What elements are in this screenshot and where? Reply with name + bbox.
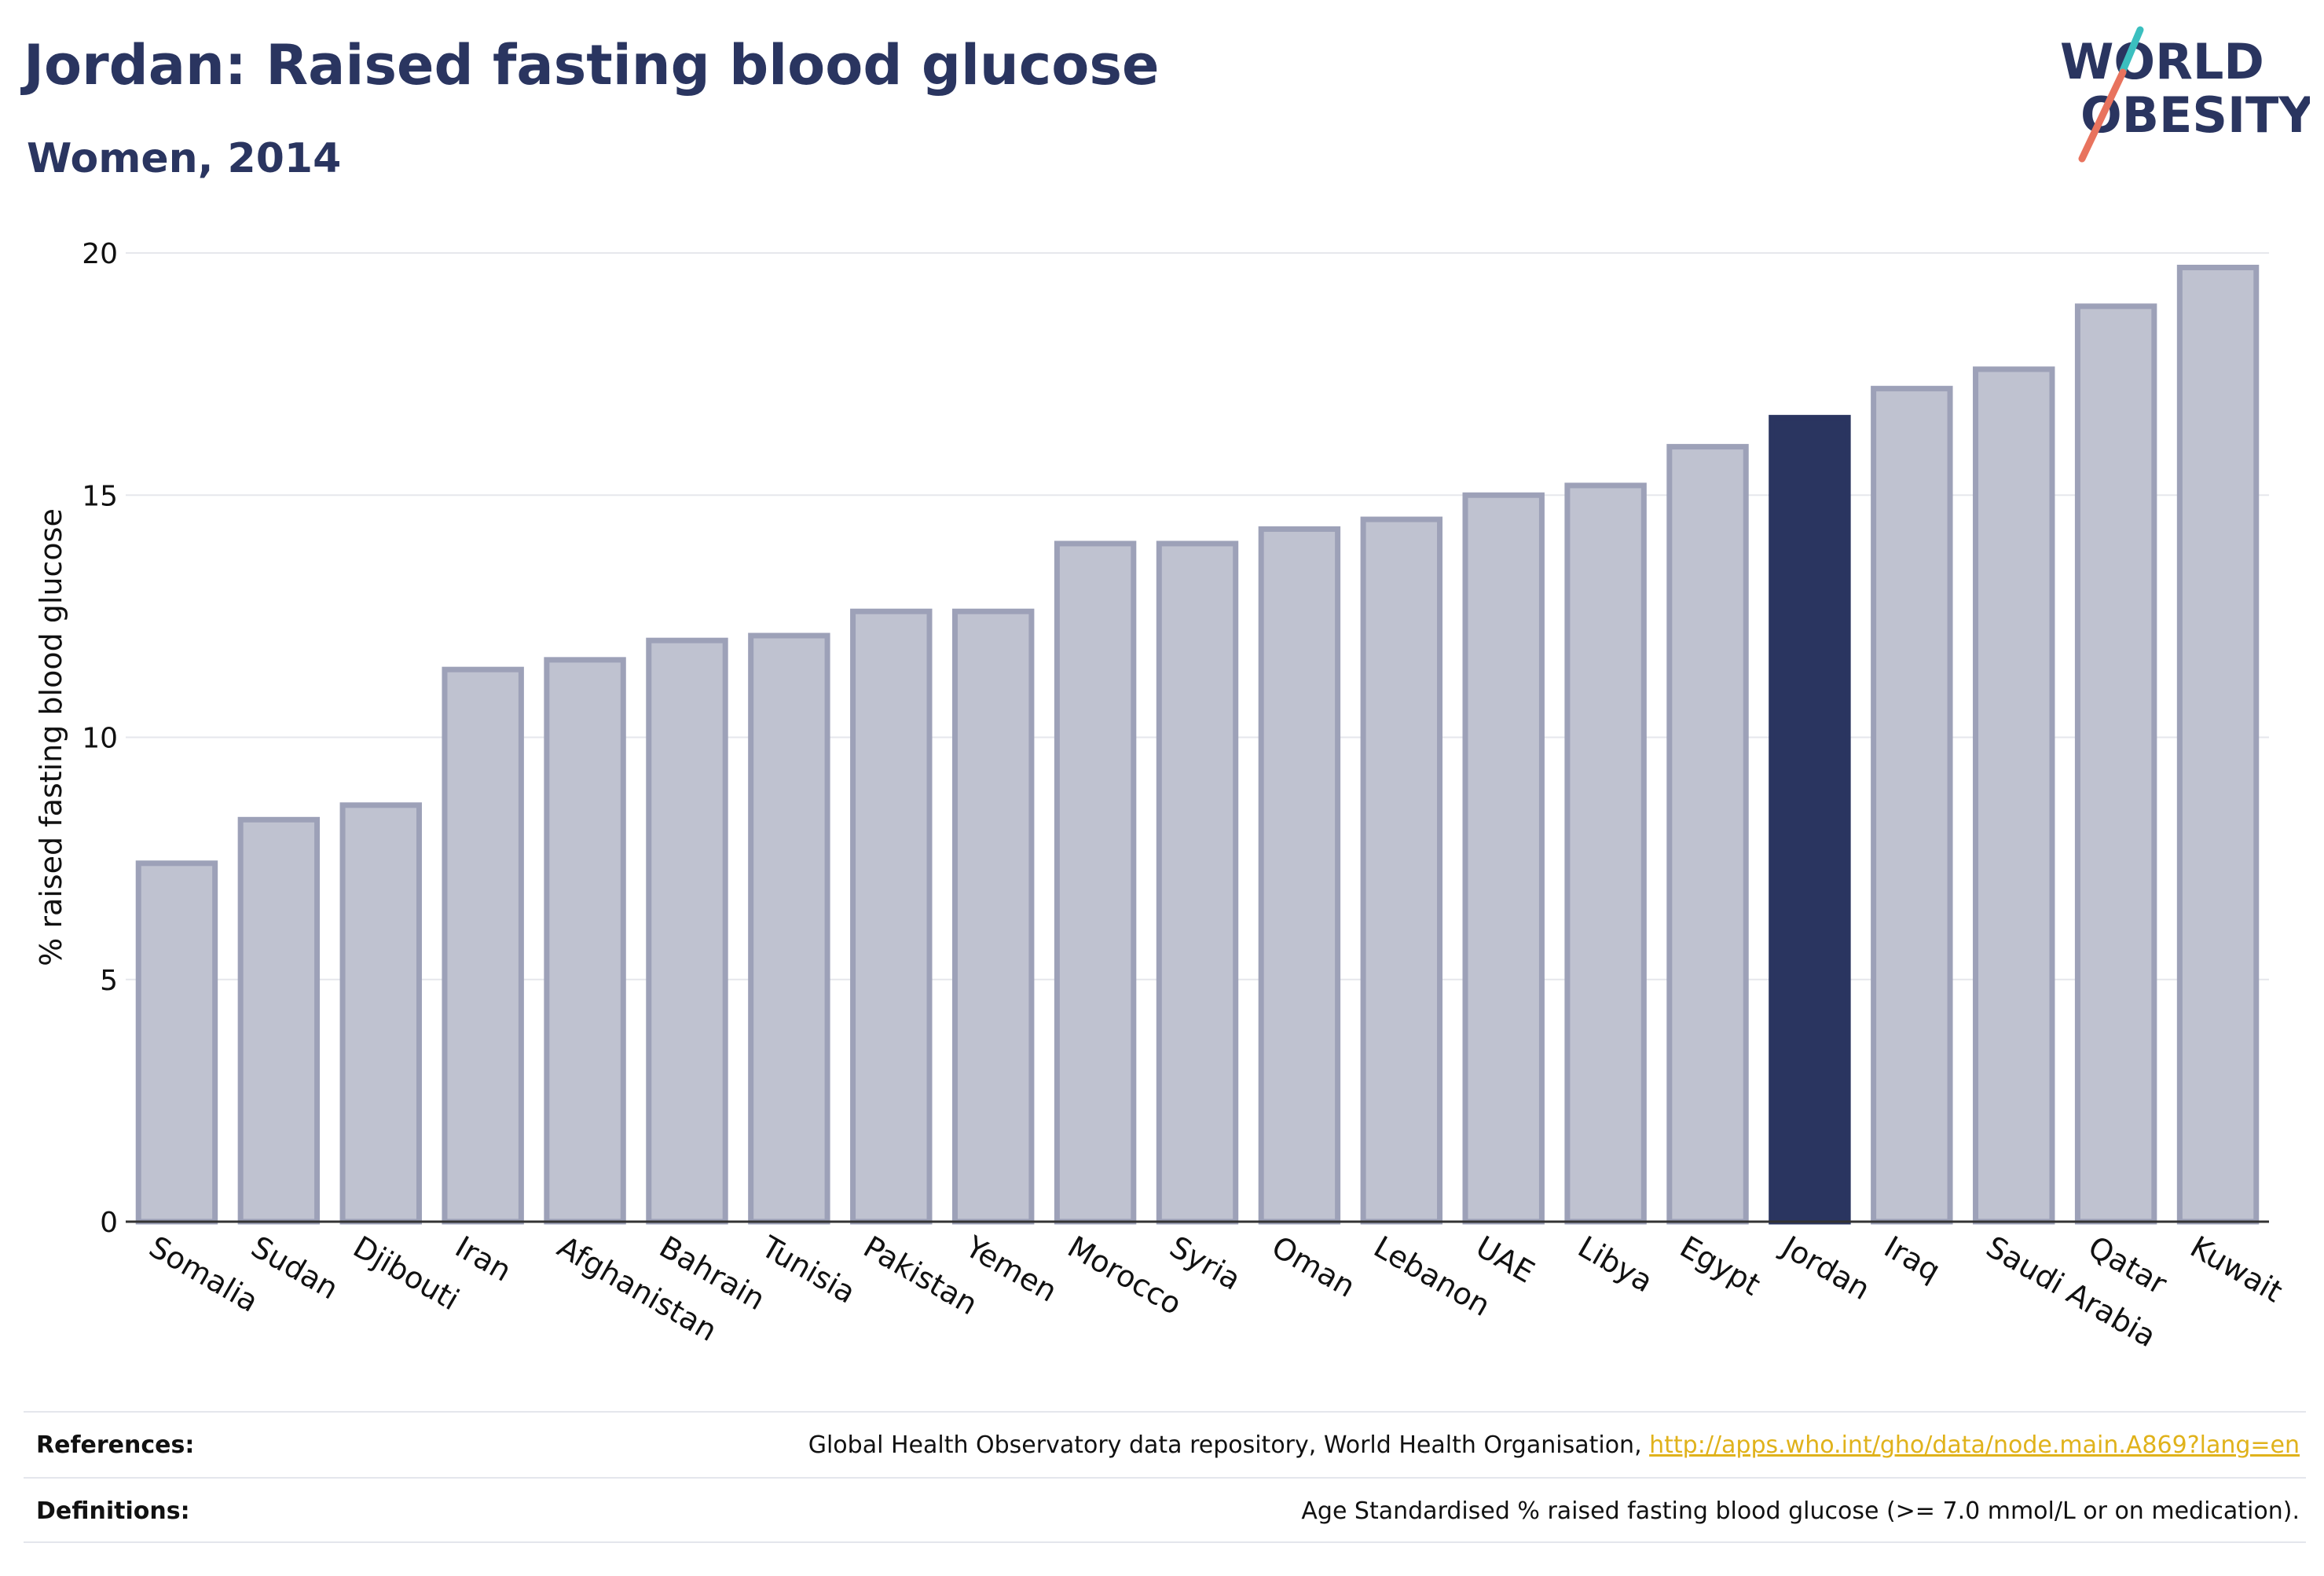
bar-libya <box>1564 482 1647 1225</box>
x-tick-label: Egypt <box>1674 1230 1766 1303</box>
definitions-value: Age Standardised % raised fasting blood … <box>1301 1497 2300 1525</box>
bar-yemen <box>951 608 1035 1225</box>
definitions-row: Definitions: Age Standardised % raised f… <box>24 1477 2306 1541</box>
bar-iraq <box>1871 386 1953 1225</box>
y-tick-label: 20 <box>82 238 118 270</box>
footer-divider <box>24 1541 2306 1543</box>
bar-egypt <box>1666 444 1749 1225</box>
bar-afghanistan <box>544 657 626 1225</box>
x-tick-label: Somalia <box>143 1230 264 1319</box>
x-tick-label: Pakistan <box>858 1230 984 1322</box>
logo-text-world: WORLD <box>2060 33 2264 90</box>
bars <box>135 264 2260 1225</box>
definitions-label: Definitions: <box>36 1497 190 1525</box>
x-tick-label: Oman <box>1266 1230 1361 1304</box>
x-tick-label: Libya <box>1572 1230 1659 1299</box>
bar-djibouti <box>339 802 422 1225</box>
bar-morocco <box>1054 541 1137 1225</box>
bar-somalia <box>135 860 218 1225</box>
bar-pakistan <box>850 608 933 1225</box>
x-tick-label: UAE <box>1470 1230 1540 1290</box>
references-link[interactable]: http://apps.who.int/gho/data/node.main.A… <box>1649 1431 2300 1459</box>
bar-jordan <box>1769 415 1851 1225</box>
bar-tunisia <box>748 632 830 1225</box>
y-tick-label: 15 <box>82 480 118 512</box>
world-obesity-logo: WORLD OBESITY <box>2060 26 2310 163</box>
y-axis-label: % raised fasting blood glucose <box>34 508 68 966</box>
logo-stroke-teal <box>2119 26 2144 75</box>
bar-bahrain <box>646 637 728 1225</box>
x-tick-label: Jordan <box>1775 1229 1875 1307</box>
y-tick-label: 5 <box>100 965 118 997</box>
bar-saudi-arabia <box>1973 366 2055 1225</box>
bar-iran <box>442 666 524 1225</box>
x-tick-label: Kuwait <box>2185 1230 2289 1310</box>
x-tick-label: Iran <box>449 1230 517 1288</box>
x-tick-label: Morocco <box>1062 1230 1188 1322</box>
y-tick-label: 0 <box>100 1207 118 1239</box>
bar-lebanon <box>1360 516 1443 1225</box>
x-tick-label: Tunisia <box>755 1229 861 1310</box>
x-tick-label: Iraq <box>1879 1230 1946 1288</box>
bar-qatar <box>2074 303 2157 1225</box>
references-row: References: Global Health Observatory da… <box>24 1411 2306 1475</box>
page-subtitle: Women, 2014 <box>27 135 342 182</box>
bar-kuwait <box>2176 264 2260 1225</box>
bar-sudan <box>237 816 321 1225</box>
references-text: Global Health Observatory data repositor… <box>808 1431 1650 1459</box>
references-label: References: <box>36 1431 195 1459</box>
logo-text-obesity: OBESITY <box>2080 86 2310 144</box>
references-value: Global Health Observatory data repositor… <box>808 1431 2300 1459</box>
bar-uae <box>1462 492 1545 1225</box>
x-tick-label: Saudi Arabia <box>1981 1230 2162 1354</box>
x-tick-label: Djibouti <box>347 1230 465 1318</box>
y-tick-labels: 0 5 10 15 20 <box>82 238 118 1239</box>
y-tick-label: 10 <box>82 723 118 755</box>
page-title: Jordan: Raised fasting blood glucose <box>24 33 1160 97</box>
x-tick-label: Lebanon <box>1368 1230 1496 1323</box>
bar-oman <box>1258 526 1341 1225</box>
logo-stroke-coral <box>2078 68 2127 163</box>
bar-syria <box>1156 541 1239 1225</box>
